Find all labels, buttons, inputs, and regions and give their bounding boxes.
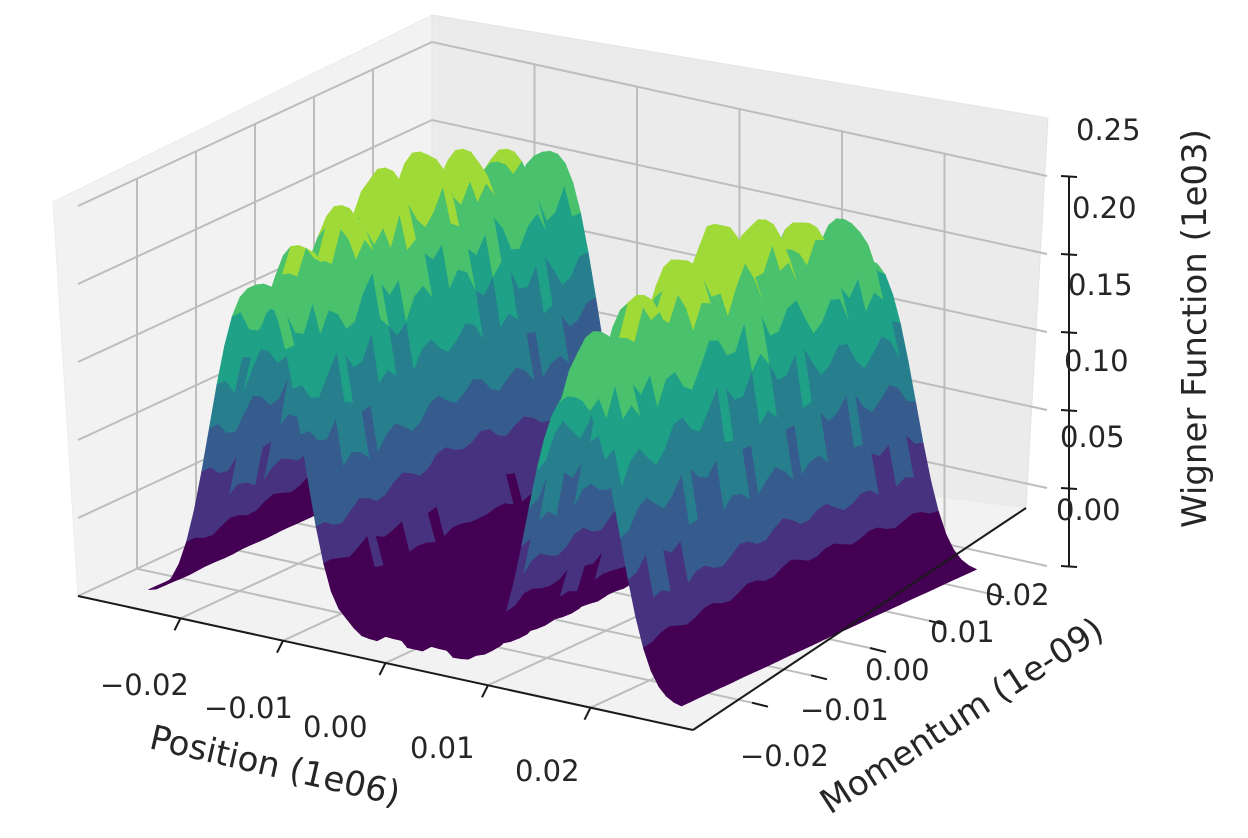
tick-marks <box>173 175 1078 721</box>
x-tick-mark <box>583 707 592 721</box>
y-tick-mark <box>987 592 1005 599</box>
x-tick-mark <box>276 640 284 654</box>
x-tick-label: 0.02 <box>515 754 580 788</box>
tick-labels: −0.02 −0.01 0.00 0.01 0.02 −0.02 −0.01 0… <box>100 113 1141 788</box>
z-axis-label: Wigner Function (1e03) <box>1175 129 1215 528</box>
z-tick-mark <box>1060 175 1078 178</box>
y-tick-mark <box>751 701 769 708</box>
y-tick-label: −0.01 <box>800 693 889 727</box>
z-tick-mark <box>1060 487 1078 490</box>
z-tick-mark <box>1060 253 1078 256</box>
y-tick-label: 0.02 <box>985 578 1050 612</box>
x-tick-label: −0.02 <box>100 668 189 702</box>
z-tick-label: 0.05 <box>1060 420 1125 454</box>
x-tick-label: 0.00 <box>303 710 368 744</box>
x-tick-label: −0.01 <box>204 691 293 725</box>
surface-patch <box>673 697 691 707</box>
x-tick-mark <box>378 662 387 676</box>
z-tick-label: 0.10 <box>1064 344 1129 378</box>
z-tick-label: 0.20 <box>1072 191 1137 225</box>
y-tick-label: 0.00 <box>865 653 930 687</box>
y-tick-label: 0.01 <box>930 615 995 649</box>
z-tick-label: 0.15 <box>1068 268 1133 302</box>
x-tick-mark <box>481 684 489 698</box>
x-tick-mark <box>173 617 182 631</box>
z-tick-mark <box>1060 331 1078 334</box>
y-axis-line <box>692 507 1027 731</box>
y-tick-mark <box>928 619 946 626</box>
z-tick-mark <box>1060 565 1078 568</box>
x-tick-label: 0.01 <box>410 731 475 765</box>
y-tick-mark <box>869 647 887 653</box>
z-tick-label: 0.00 <box>1056 493 1121 527</box>
grid-line <box>77 118 1048 285</box>
y-tick-mark <box>810 674 828 681</box>
grid-line <box>77 40 1048 207</box>
z-tick-label: 0.25 <box>1076 113 1141 147</box>
y-tick-label: −0.02 <box>740 739 829 773</box>
wigner-surface <box>148 148 978 707</box>
z-tick-mark <box>1060 409 1078 412</box>
